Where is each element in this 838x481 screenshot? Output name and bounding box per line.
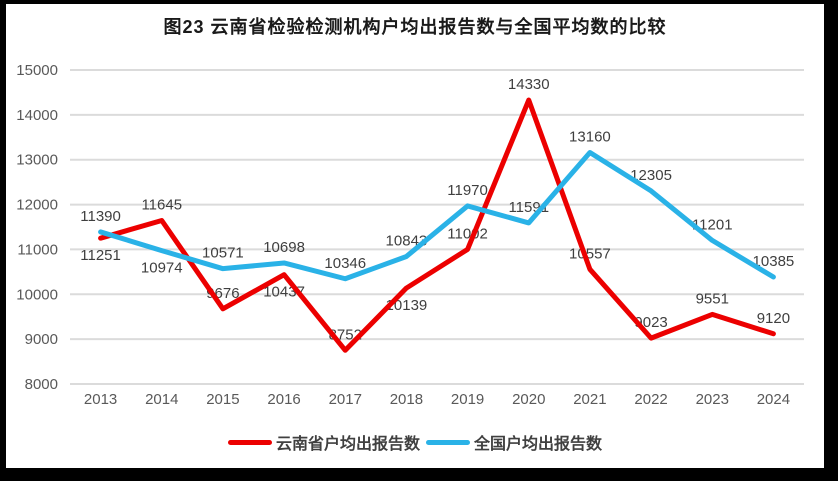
x-axis-tick-label: 2023 (696, 391, 729, 408)
series-line-yunnan (98, 97, 776, 353)
data-label-national-2019: 11970 (447, 182, 488, 199)
data-label-national-2016: 10698 (263, 239, 305, 256)
x-axis-tick-label: 2013 (84, 391, 117, 408)
legend-item-yunnan: 云南省户均出报告数 (227, 430, 420, 454)
data-label-national-2021: 13160 (569, 129, 611, 146)
legend-label-yunnan: 云南省户均出报告数 (275, 436, 420, 453)
data-label-yunnan-2024: 9120 (757, 310, 790, 327)
x-axis-tick-label: 2016 (267, 391, 300, 408)
data-label-national-2013: 11390 (80, 208, 121, 225)
legend-swatch-national-icon (426, 439, 470, 445)
x-axis-tick-label: 2024 (757, 391, 790, 408)
y-axis-tick-label: 11000 (17, 241, 58, 258)
y-axis-tick-label: 9000 (25, 331, 58, 348)
y-axis-tick-label: 13000 (16, 152, 58, 169)
y-axis-tick-label: 10000 (16, 286, 58, 303)
y-axis-tick-label: 8000 (25, 376, 58, 393)
series-line-national (98, 150, 776, 282)
legend-label-national: 全国户均出报告数 (474, 436, 603, 453)
legend-item-national: 全国户均出报告数 (426, 430, 602, 454)
data-label-national-2024: 10385 (753, 253, 795, 270)
data-label-national-2015: 10571 (202, 245, 244, 262)
y-axis-tick-label: 14000 (16, 107, 58, 124)
data-label-yunnan-2021: 10557 (569, 245, 611, 262)
x-axis-tick-label: 2020 (512, 391, 545, 408)
x-axis-tick-label: 2014 (145, 391, 178, 408)
data-label-national-2017: 10346 (324, 255, 366, 272)
data-label-yunnan-2020: 14330 (508, 76, 550, 93)
x-axis-tick-label: 2019 (451, 391, 484, 408)
y-axis-tick-label: 15000 (16, 62, 58, 79)
data-label-national-2022: 12305 (630, 167, 672, 184)
data-label-yunnan-2014: 11645 (141, 196, 182, 213)
x-axis-tick-label: 2018 (390, 391, 423, 408)
data-label-yunnan-2023: 9551 (696, 290, 729, 307)
chart-canvas: 图23 云南省检验检测机构户均出报告数与全国平均数的比较 8000 9000 100… (6, 4, 824, 468)
chart-title: 图23 云南省检验检测机构户均出报告数与全国平均数的比较 (163, 17, 667, 37)
y-axis-tick-label: 12000 (16, 197, 58, 214)
x-axis-tick-label: 2015 (206, 391, 239, 408)
x-axis-tick-label: 2022 (634, 391, 667, 408)
chart-legend: 云南省户均出报告数 全国户均出报告数 (6, 430, 824, 454)
x-axis-tick-label: 2021 (573, 391, 606, 408)
data-label-yunnan-2013: 11251 (80, 247, 121, 264)
x-axis-tick-label: 2017 (329, 391, 362, 408)
line-chart-plot-area: 8000 9000 10000 11000 12000 13000 14000 15000 20… (16, 62, 804, 408)
data-label-national-2014: 10974 (141, 260, 183, 277)
legend-swatch-yunnan-icon (227, 439, 272, 445)
data-label-yunnan-2019: 11002 (447, 225, 488, 242)
